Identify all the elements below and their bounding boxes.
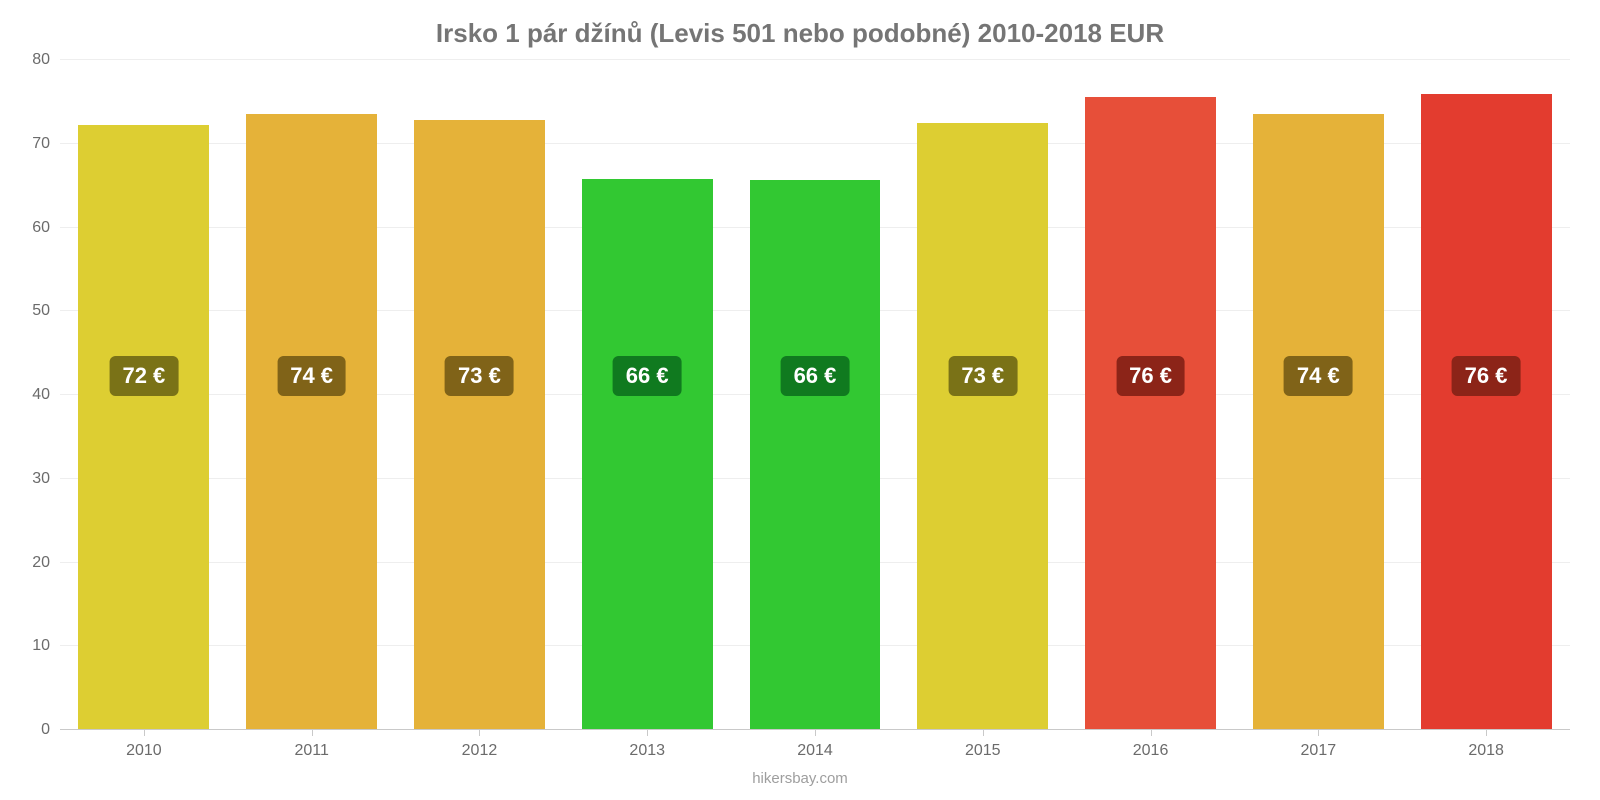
y-tick-label: 30 xyxy=(2,470,50,488)
bar-value-label: 74 € xyxy=(277,356,346,396)
bar: 76 € xyxy=(1085,97,1216,730)
y-tick-label: 60 xyxy=(2,219,50,237)
attribution-text: hikersbay.com xyxy=(0,770,1600,787)
bar: 74 € xyxy=(246,114,377,730)
bar-value-label: 66 € xyxy=(781,356,850,396)
y-axis: 01020304050607080 xyxy=(0,60,50,730)
y-tick-label: 10 xyxy=(2,637,50,655)
x-tick-mark xyxy=(144,730,145,736)
x-tick-label: 2014 xyxy=(797,742,833,760)
x-tick-label: 2011 xyxy=(294,742,328,760)
x-tick-mark xyxy=(815,730,816,736)
y-tick-label: 20 xyxy=(2,554,50,572)
bar-value-label: 73 € xyxy=(445,356,514,396)
x-tick-mark xyxy=(1318,730,1319,736)
y-tick-label: 0 xyxy=(2,721,50,739)
bar: 74 € xyxy=(1253,114,1384,730)
bar-value-label: 72 € xyxy=(109,356,178,396)
bar: 76 € xyxy=(1421,94,1552,730)
y-tick-label: 70 xyxy=(2,135,50,153)
x-tick-label: 2010 xyxy=(126,742,162,760)
bar: 72 € xyxy=(78,125,209,730)
bar: 73 € xyxy=(917,123,1048,730)
plot-area: 72 € 74 € 73 € 66 € 66 € 73 € 76 € 74 € 76 € xyxy=(60,60,1570,730)
x-tick-mark xyxy=(647,730,648,736)
x-tick-label: 2015 xyxy=(965,742,1001,760)
bar: 66 € xyxy=(582,179,713,730)
x-tick-mark xyxy=(312,730,313,736)
y-tick-label: 40 xyxy=(2,386,50,404)
x-tick-label: 2017 xyxy=(1301,742,1337,760)
x-tick-mark xyxy=(1151,730,1152,736)
y-tick-label: 80 xyxy=(2,51,50,69)
x-tick-mark xyxy=(1486,730,1487,736)
bar-value-label: 76 € xyxy=(1116,356,1185,396)
chart-title: Irsko 1 pár džínů (Levis 501 nebo podobn… xyxy=(0,18,1600,49)
x-tick-label: 2018 xyxy=(1468,742,1504,760)
bar: 66 € xyxy=(750,180,881,730)
x-tick-mark xyxy=(479,730,480,736)
x-tick-label: 2012 xyxy=(462,742,498,760)
y-tick-label: 50 xyxy=(2,302,50,320)
bar-value-label: 73 € xyxy=(948,356,1017,396)
bars-layer: 72 € 74 € 73 € 66 € 66 € 73 € 76 € 74 € 76 € xyxy=(60,60,1570,730)
bar-value-label: 76 € xyxy=(1452,356,1521,396)
bar-value-label: 66 € xyxy=(613,356,682,396)
bar-value-label: 74 € xyxy=(1284,356,1353,396)
x-tick-label: 2013 xyxy=(629,742,665,760)
x-tick-mark xyxy=(983,730,984,736)
bar-chart: Irsko 1 pár džínů (Levis 501 nebo podobn… xyxy=(0,0,1600,800)
x-axis-labels: 2010 2011 2012 2013 2014 2015 2016 2017 2018 xyxy=(60,742,1570,772)
x-tick-label: 2016 xyxy=(1133,742,1169,760)
bar: 73 € xyxy=(414,120,545,730)
